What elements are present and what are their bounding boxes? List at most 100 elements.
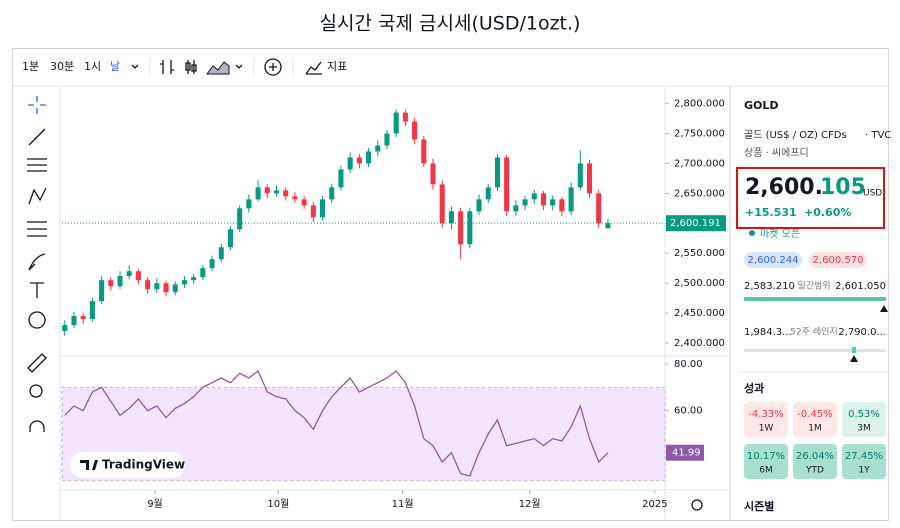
candle-body — [89, 301, 95, 320]
performance-tile — [793, 444, 837, 479]
ruler-tool[interactable] — [27, 353, 47, 373]
price-main: 2,600. — [745, 175, 823, 200]
crosshair-tool[interactable] — [28, 96, 46, 114]
performance-title: 성과 — [744, 381, 764, 395]
candle-body — [283, 190, 289, 197]
candle-body — [430, 163, 436, 185]
candle-body — [402, 112, 408, 122]
candle-body — [154, 283, 160, 290]
week-range-fill — [852, 347, 856, 353]
candle-body — [255, 187, 261, 200]
interval-button[interactable]: 1분 — [22, 60, 39, 73]
performance-tile — [744, 402, 788, 437]
candle-body — [218, 247, 224, 260]
candle-body — [375, 145, 381, 152]
performance-period: YTD — [805, 466, 824, 476]
candle-body — [550, 199, 556, 206]
widget-frame — [12, 48, 889, 521]
ask-pill — [809, 252, 867, 268]
candle-body — [540, 193, 547, 206]
rsi-tick-label: 80.00 — [674, 359, 703, 370]
candles-icon[interactable] — [185, 60, 197, 74]
interval-button[interactable]: 날 — [110, 60, 120, 73]
area-icon[interactable] — [206, 61, 230, 75]
brush-tool[interactable] — [28, 253, 46, 271]
indicators-button[interactable]: 지표 — [327, 60, 347, 73]
candle-body — [522, 199, 528, 206]
x-tick-label: 2025 — [642, 499, 667, 510]
candle-body — [384, 133, 390, 146]
candle-body — [439, 184, 445, 224]
compare-icon[interactable] — [264, 58, 282, 76]
candle-body — [559, 199, 565, 212]
dropdown-icon[interactable] — [131, 64, 139, 69]
candle-body — [485, 187, 491, 200]
candle-body — [209, 259, 215, 269]
performance-value: -4.33% — [748, 409, 783, 420]
description: 골드 (US$ / OZ) CFDs — [744, 129, 847, 141]
candle-body — [568, 187, 574, 212]
week-range-bar — [744, 349, 886, 352]
candle-body — [586, 163, 593, 194]
candle-body — [191, 277, 197, 281]
fib-tool[interactable] — [27, 158, 47, 172]
settings-icon[interactable] — [691, 499, 703, 511]
pattern-tool[interactable] — [28, 187, 47, 205]
candle-body — [163, 283, 169, 293]
candle-body — [227, 229, 234, 248]
text-tool[interactable] — [30, 282, 44, 298]
candle-body — [531, 193, 537, 200]
bars-icon[interactable] — [160, 60, 174, 74]
performance-grid: -4.33% 1W -0.45% 1M 0.53% 3M 10.17% 6M 26.04% YTD… — [744, 402, 886, 479]
sidebar: GOLD 골드 (US$ / OZ) CFDs · TVC 상품 · 씨에프디 … — [736, 99, 891, 513]
last-price-label: 2,600.191 — [670, 218, 721, 229]
compare-icon — [269, 63, 277, 71]
x-tick-label: 10월 — [267, 498, 289, 510]
change: +15.531 — [745, 206, 797, 219]
bid-pill — [744, 252, 802, 268]
exchange: · TVC — [865, 130, 891, 141]
candle-body — [117, 275, 123, 287]
performance-period: 3M — [857, 424, 871, 434]
performance-tile — [842, 402, 886, 437]
day-low: 2,583.210 — [744, 281, 795, 292]
performance-value: -0.45% — [797, 409, 832, 420]
interval-button[interactable]: 1시 — [84, 60, 101, 73]
candle-body — [301, 199, 307, 206]
performance-tile — [793, 402, 837, 437]
candle-body — [329, 187, 335, 200]
x-tick-label: 12월 — [519, 498, 541, 510]
emoji-tool[interactable] — [28, 311, 46, 329]
x-tick-label: 9월 — [147, 498, 163, 510]
candle-body — [596, 193, 602, 224]
status-dot — [749, 230, 755, 236]
performance-period: 1W — [759, 424, 774, 434]
x-tick-label: 11월 — [392, 498, 414, 510]
ask: 2,600.570 — [813, 255, 864, 266]
indicator-icon[interactable] — [305, 61, 322, 75]
seasonal-title: 시즌별 — [744, 500, 774, 513]
candle-body — [71, 316, 77, 326]
rsi-tick-label: 60.00 — [674, 406, 703, 417]
trendline-tool[interactable] — [28, 128, 46, 146]
candle-body — [237, 208, 243, 230]
interval-button[interactable]: 30분 — [50, 60, 74, 73]
projection-tool[interactable] — [27, 221, 47, 237]
zoom-tool[interactable] — [29, 384, 43, 398]
magnet-tool[interactable] — [29, 420, 45, 432]
candle-body — [421, 139, 427, 164]
page-title: 실시간 국제 금시세(USD/1ozt.) — [320, 13, 581, 35]
candle-body — [273, 190, 280, 194]
candle-body — [62, 325, 68, 332]
y-tick-label: 2,450.000 — [674, 308, 725, 319]
candle-body — [577, 163, 583, 188]
currency: USD — [863, 189, 882, 199]
week-range-marker — [850, 355, 858, 362]
candle-body — [80, 316, 86, 320]
candle-body — [126, 271, 132, 276]
highlight-box — [736, 167, 885, 229]
day-high: 2,601.050 — [835, 281, 886, 292]
dropdown-icon[interactable] — [235, 64, 243, 69]
logo-badge — [70, 452, 185, 478]
